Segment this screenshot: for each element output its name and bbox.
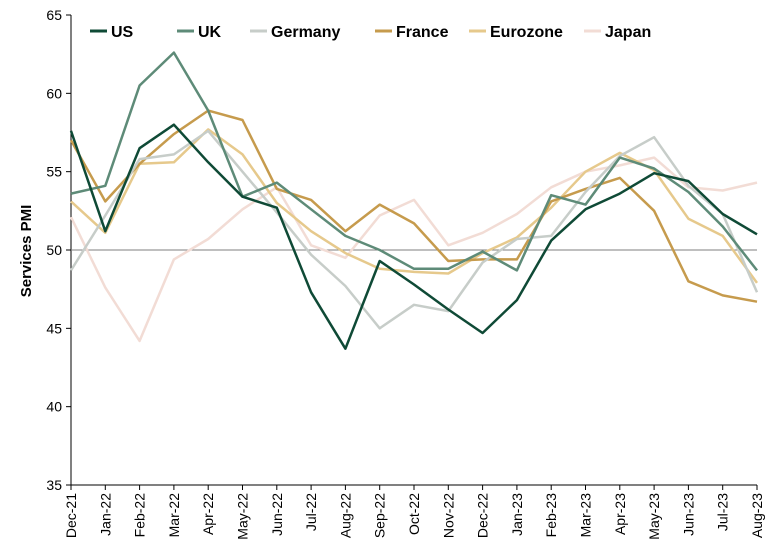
series-line-germany: [69, 129, 759, 330]
x-tick-label: Feb-23: [543, 493, 559, 538]
x-tick-label: Dec-22: [475, 493, 491, 538]
legend-label-germany: Germany: [271, 24, 340, 41]
x-tick-label: Jul-23: [715, 493, 731, 531]
x-tick-label: Mar-23: [578, 493, 594, 538]
series-line-france: [69, 109, 758, 303]
x-tick-label: Jul-22: [303, 493, 319, 531]
series-line-uk: [70, 51, 758, 272]
legend-label-eurozone: Eurozone: [490, 24, 563, 41]
x-tick-label: Nov-22: [440, 493, 456, 538]
x-tick-label: Sep-22: [372, 493, 388, 538]
legend-label-japan: Japan: [605, 24, 651, 41]
series-layer: [69, 51, 759, 350]
x-tick-label: Feb-22: [132, 493, 148, 538]
y-tick-label: 35: [46, 477, 62, 493]
legend-label-france: France: [396, 24, 449, 41]
x-tick-label: Aug-22: [337, 493, 353, 538]
x-tick-label: Apr-22: [200, 493, 216, 535]
legend-label-us: US: [111, 24, 134, 41]
x-tick-label: Aug-23: [749, 493, 765, 538]
legend-label-uk: UK: [198, 24, 222, 41]
y-tick-label: 45: [46, 320, 62, 336]
x-tick-label: Jun-22: [269, 493, 285, 536]
x-tick-label: May-22: [235, 493, 251, 540]
x-tick-label: Dec-21: [63, 493, 79, 538]
x-tick-label: Apr-23: [612, 493, 628, 535]
x-tick-label: Oct-22: [406, 493, 422, 535]
y-axis-label: Services PMI: [18, 205, 35, 298]
y-tick-label: 65: [46, 7, 62, 23]
y-tick-label: 60: [46, 85, 62, 101]
y-tick-label: 50: [46, 242, 62, 258]
series-line-japan: [69, 156, 758, 343]
x-tick-label: Jan-23: [509, 493, 525, 536]
y-tick-label: 55: [46, 164, 62, 180]
y-tick-label: 40: [46, 399, 62, 415]
axes-layer: 35 40 45 50 55 60 65 Dec-21 Jan-22 Feb-22 Mar-22 Ap…: [46, 7, 765, 540]
series-line-us: [69, 123, 758, 350]
x-tick-label: Jun-23: [680, 493, 696, 536]
x-tick-label: May-23: [646, 493, 662, 540]
x-tick-label: Jan-22: [97, 493, 113, 536]
x-tick-label: Mar-22: [166, 493, 182, 538]
legend: US UK Germany France Eurozone Japan: [90, 24, 651, 41]
